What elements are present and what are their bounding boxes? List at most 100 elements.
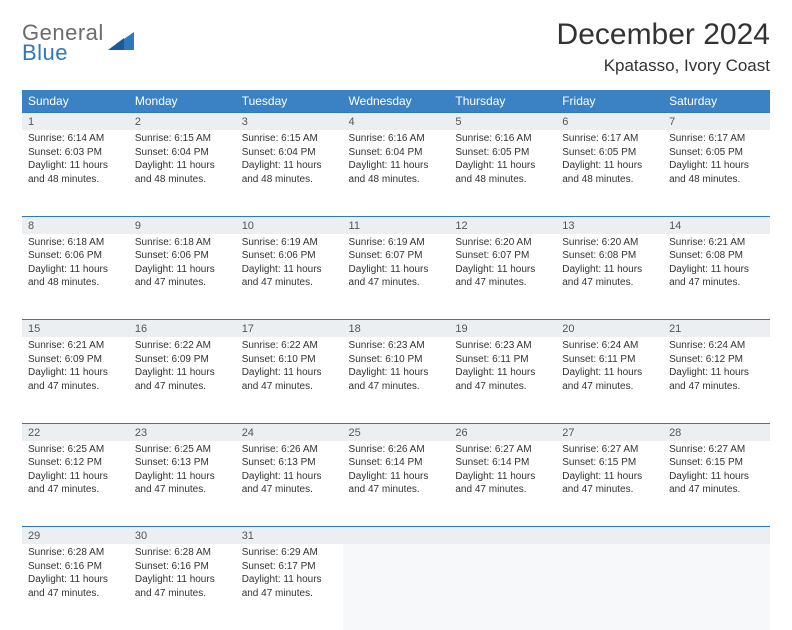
day-content-cell: Sunrise: 6:19 AMSunset: 6:06 PMDaylight:… <box>236 234 343 320</box>
daylight-line: Daylight: 11 hours and 47 minutes. <box>562 263 657 290</box>
day-number: 8 <box>22 217 129 234</box>
day-content-cell: Sunrise: 6:25 AMSunset: 6:13 PMDaylight:… <box>129 441 236 527</box>
day-number: 11 <box>343 217 450 234</box>
weekday-header: Sunday <box>22 90 129 113</box>
day-details: Sunrise: 6:14 AMSunset: 6:03 PMDaylight:… <box>22 130 129 190</box>
day-content-cell: Sunrise: 6:21 AMSunset: 6:08 PMDaylight:… <box>663 234 770 320</box>
week-daynum-row: 891011121314 <box>22 216 770 234</box>
day-content-cell: Sunrise: 6:27 AMSunset: 6:15 PMDaylight:… <box>556 441 663 527</box>
day-content-cell: Sunrise: 6:17 AMSunset: 6:05 PMDaylight:… <box>663 130 770 216</box>
day-content-cell: Sunrise: 6:17 AMSunset: 6:05 PMDaylight:… <box>556 130 663 216</box>
day-number-cell: 8 <box>22 216 129 234</box>
sunset-line: Sunset: 6:16 PM <box>28 560 123 574</box>
sunrise-line: Sunrise: 6:28 AM <box>28 546 123 560</box>
day-details: Sunrise: 6:19 AMSunset: 6:07 PMDaylight:… <box>343 234 450 294</box>
day-content-cell: Sunrise: 6:16 AMSunset: 6:05 PMDaylight:… <box>449 130 556 216</box>
day-number-cell: 30 <box>129 527 236 545</box>
day-content-cell: Sunrise: 6:20 AMSunset: 6:08 PMDaylight:… <box>556 234 663 320</box>
sunset-line: Sunset: 6:17 PM <box>242 560 337 574</box>
sunrise-line: Sunrise: 6:14 AM <box>28 132 123 146</box>
day-details: Sunrise: 6:29 AMSunset: 6:17 PMDaylight:… <box>236 544 343 604</box>
day-number-cell: 1 <box>22 113 129 131</box>
daylight-line: Daylight: 11 hours and 47 minutes. <box>349 366 444 393</box>
day-number-cell <box>343 527 450 545</box>
sunset-line: Sunset: 6:06 PM <box>135 249 230 263</box>
sunset-line: Sunset: 6:04 PM <box>349 146 444 160</box>
daylight-line: Daylight: 11 hours and 47 minutes. <box>669 366 764 393</box>
sunrise-line: Sunrise: 6:24 AM <box>562 339 657 353</box>
daylight-line: Daylight: 11 hours and 47 minutes. <box>455 366 550 393</box>
week-content-row: Sunrise: 6:14 AMSunset: 6:03 PMDaylight:… <box>22 130 770 216</box>
sunset-line: Sunset: 6:14 PM <box>455 456 550 470</box>
sunrise-line: Sunrise: 6:18 AM <box>135 236 230 250</box>
sunrise-line: Sunrise: 6:27 AM <box>455 443 550 457</box>
day-number-cell: 31 <box>236 527 343 545</box>
day-details: Sunrise: 6:26 AMSunset: 6:14 PMDaylight:… <box>343 441 450 501</box>
day-content-cell: Sunrise: 6:24 AMSunset: 6:12 PMDaylight:… <box>663 337 770 423</box>
day-content-cell: Sunrise: 6:29 AMSunset: 6:17 PMDaylight:… <box>236 544 343 630</box>
sunset-line: Sunset: 6:05 PM <box>455 146 550 160</box>
sunrise-line: Sunrise: 6:22 AM <box>242 339 337 353</box>
day-details: Sunrise: 6:21 AMSunset: 6:08 PMDaylight:… <box>663 234 770 294</box>
daylight-line: Daylight: 11 hours and 47 minutes. <box>135 263 230 290</box>
day-content-cell: Sunrise: 6:25 AMSunset: 6:12 PMDaylight:… <box>22 441 129 527</box>
day-content-cell: Sunrise: 6:26 AMSunset: 6:14 PMDaylight:… <box>343 441 450 527</box>
sunset-line: Sunset: 6:08 PM <box>669 249 764 263</box>
daylight-line: Daylight: 11 hours and 48 minutes. <box>242 159 337 186</box>
day-number-cell: 18 <box>343 320 450 338</box>
day-content-cell: Sunrise: 6:26 AMSunset: 6:13 PMDaylight:… <box>236 441 343 527</box>
logo: General Blue <box>22 22 136 64</box>
daylight-line: Daylight: 11 hours and 48 minutes. <box>28 263 123 290</box>
weekday-header: Tuesday <box>236 90 343 113</box>
daylight-line: Daylight: 11 hours and 47 minutes. <box>242 263 337 290</box>
day-number-cell: 22 <box>22 423 129 441</box>
day-number: 26 <box>449 424 556 441</box>
day-number: 12 <box>449 217 556 234</box>
day-content-cell: Sunrise: 6:20 AMSunset: 6:07 PMDaylight:… <box>449 234 556 320</box>
day-details: Sunrise: 6:27 AMSunset: 6:15 PMDaylight:… <box>556 441 663 501</box>
day-content-cell: Sunrise: 6:14 AMSunset: 6:03 PMDaylight:… <box>22 130 129 216</box>
daylight-line: Daylight: 11 hours and 47 minutes. <box>242 573 337 600</box>
week-daynum-row: 15161718192021 <box>22 320 770 338</box>
day-number: 22 <box>22 424 129 441</box>
daylight-line: Daylight: 11 hours and 48 minutes. <box>455 159 550 186</box>
day-number-cell: 3 <box>236 113 343 131</box>
day-number-cell: 20 <box>556 320 663 338</box>
day-number-cell <box>556 527 663 545</box>
day-details: Sunrise: 6:25 AMSunset: 6:12 PMDaylight:… <box>22 441 129 501</box>
daylight-line: Daylight: 11 hours and 47 minutes. <box>135 573 230 600</box>
daylight-line: Daylight: 11 hours and 48 minutes. <box>28 159 123 186</box>
day-number-cell: 26 <box>449 423 556 441</box>
week-content-row: Sunrise: 6:28 AMSunset: 6:16 PM Daylight:… <box>22 544 770 630</box>
day-number: 21 <box>663 320 770 337</box>
daylight-line: Daylight: 11 hours and 48 minutes. <box>562 159 657 186</box>
sunset-line: Sunset: 6:13 PM <box>135 456 230 470</box>
day-number: 15 <box>22 320 129 337</box>
day-content-cell: Sunrise: 6:24 AMSunset: 6:11 PMDaylight:… <box>556 337 663 423</box>
day-details: Sunrise: 6:15 AMSunset: 6:04 PMDaylight:… <box>129 130 236 190</box>
day-number: 19 <box>449 320 556 337</box>
day-content-cell <box>449 544 556 630</box>
daylight-line: Daylight: 11 hours and 48 minutes. <box>669 159 764 186</box>
sunrise-line: Sunrise: 6:24 AM <box>669 339 764 353</box>
day-number-cell: 23 <box>129 423 236 441</box>
sunset-line: Sunset: 6:04 PM <box>135 146 230 160</box>
sunrise-line: Sunrise: 6:26 AM <box>242 443 337 457</box>
sunset-line: Sunset: 6:06 PM <box>28 249 123 263</box>
day-number-cell: 27 <box>556 423 663 441</box>
sunset-line: Sunset: 6:06 PM <box>242 249 337 263</box>
daylight-line: Daylight: 11 hours and 47 minutes. <box>669 470 764 497</box>
day-details: Sunrise: 6:15 AMSunset: 6:04 PMDaylight:… <box>236 130 343 190</box>
sunset-line: Sunset: 6:04 PM <box>242 146 337 160</box>
day-content-cell: Sunrise: 6:18 AMSunset: 6:06 PMDaylight:… <box>129 234 236 320</box>
sunrise-line: Sunrise: 6:15 AM <box>135 132 230 146</box>
daylight-line: Daylight: 11 hours and 47 minutes. <box>135 470 230 497</box>
day-number: 5 <box>449 113 556 130</box>
day-number: 1 <box>22 113 129 130</box>
day-number-cell: 29 <box>22 527 129 545</box>
day-number: 23 <box>129 424 236 441</box>
day-details: Sunrise: 6:16 AMSunset: 6:04 PMDaylight:… <box>343 130 450 190</box>
day-content-cell <box>663 544 770 630</box>
sunrise-line: Sunrise: 6:19 AM <box>349 236 444 250</box>
daylight-line: Daylight: 11 hours and 47 minutes. <box>562 470 657 497</box>
